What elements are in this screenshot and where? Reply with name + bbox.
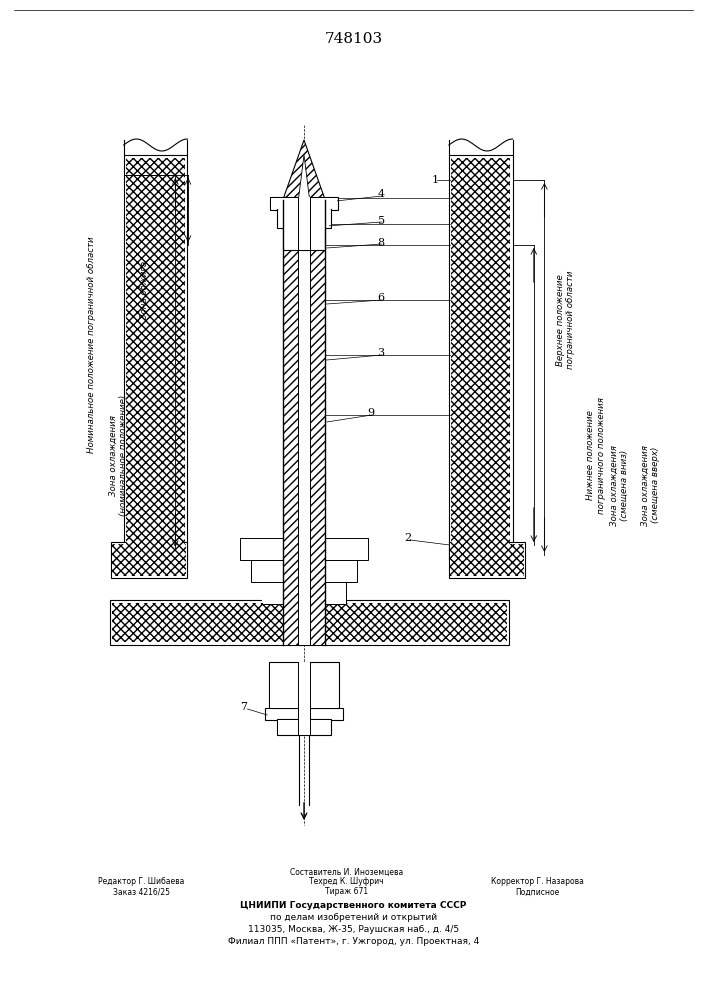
Polygon shape: [283, 140, 325, 200]
Text: по делам изобретений и открытий: по делам изобретений и открытий: [270, 914, 437, 922]
Bar: [451, 158, 510, 557]
Text: Редактор Г. Шибаева: Редактор Г. Шибаева: [98, 878, 185, 886]
Bar: [325, 538, 368, 560]
Bar: [283, 200, 298, 645]
Bar: [271, 198, 337, 209]
Text: 4: 4: [378, 189, 385, 199]
Text: 8: 8: [378, 238, 385, 248]
Text: Зона обжига: Зона обжига: [141, 261, 149, 319]
Bar: [265, 708, 343, 720]
Text: Зона охлаждения
(смещена вниз): Зона охлаждения (смещена вниз): [609, 444, 629, 526]
Text: 5: 5: [378, 216, 385, 226]
Text: Тираж 671: Тираж 671: [325, 888, 368, 896]
Text: Верхнее положение
пограничной области: Верхнее положение пограничной области: [556, 271, 575, 369]
Bar: [278, 720, 330, 734]
Bar: [241, 539, 282, 559]
Text: Корректор Г. Назарова: Корректор Г. Назарова: [491, 878, 584, 886]
Bar: [277, 719, 331, 735]
Text: Заказ 4216/25: Заказ 4216/25: [113, 888, 170, 896]
Bar: [110, 600, 509, 645]
Bar: [277, 208, 331, 228]
Bar: [252, 561, 282, 581]
Bar: [310, 200, 325, 645]
Text: Номинальное положение пограничной области: Номинальное положение пограничной област…: [88, 237, 96, 453]
Bar: [270, 197, 338, 210]
Bar: [262, 583, 282, 603]
Bar: [298, 197, 310, 250]
Bar: [298, 200, 310, 645]
Bar: [449, 542, 525, 578]
Text: Подписное: Подписное: [515, 888, 559, 896]
Bar: [283, 200, 298, 645]
Text: 9: 9: [368, 408, 375, 418]
Bar: [112, 544, 186, 576]
Text: Составитель И. Иноземцева: Составитель И. Иноземцева: [290, 867, 403, 876]
Bar: [298, 662, 310, 735]
Bar: [251, 560, 283, 582]
Polygon shape: [298, 155, 310, 200]
Bar: [240, 538, 283, 560]
Bar: [449, 155, 513, 560]
Bar: [310, 200, 325, 645]
Text: 3: 3: [378, 348, 385, 358]
Text: Техред К. Шуфрич: Техред К. Шуфрич: [309, 878, 384, 886]
Text: 2: 2: [404, 533, 411, 543]
Text: 113035, Москва, Ж-35, Раушская наб., д. 4/5: 113035, Москва, Ж-35, Раушская наб., д. …: [248, 926, 459, 934]
Bar: [262, 582, 283, 604]
Bar: [112, 603, 507, 642]
Text: Нижнее положение
пограничного положения: Нижнее положение пограничного положения: [586, 396, 606, 514]
Bar: [326, 583, 346, 603]
Text: 6: 6: [378, 293, 385, 303]
Text: 7: 7: [240, 702, 247, 712]
Bar: [450, 544, 524, 576]
Bar: [269, 662, 339, 710]
Text: 1: 1: [431, 175, 438, 185]
Bar: [111, 542, 187, 578]
Text: Зона охлаждения
(номинальное положение): Зона охлаждения (номинальное положение): [109, 394, 129, 516]
Bar: [270, 664, 338, 708]
Bar: [326, 561, 356, 581]
Text: 748103: 748103: [325, 32, 382, 46]
Bar: [325, 560, 357, 582]
Bar: [279, 209, 329, 227]
Bar: [284, 227, 324, 249]
Bar: [325, 582, 346, 604]
Bar: [326, 539, 367, 559]
Bar: [283, 226, 325, 250]
Bar: [126, 158, 185, 557]
Text: ЦНИИПИ Государственного комитета СССР: ЦНИИПИ Государственного комитета СССР: [240, 902, 467, 910]
Bar: [124, 155, 187, 560]
Text: Филиал ППП «Патент», г. Ужгород, ул. Проектная, 4: Филиал ППП «Патент», г. Ужгород, ул. Про…: [228, 938, 479, 946]
Text: Зона охлаждения
(смещена вверх): Зона охлаждения (смещена вверх): [641, 444, 660, 526]
